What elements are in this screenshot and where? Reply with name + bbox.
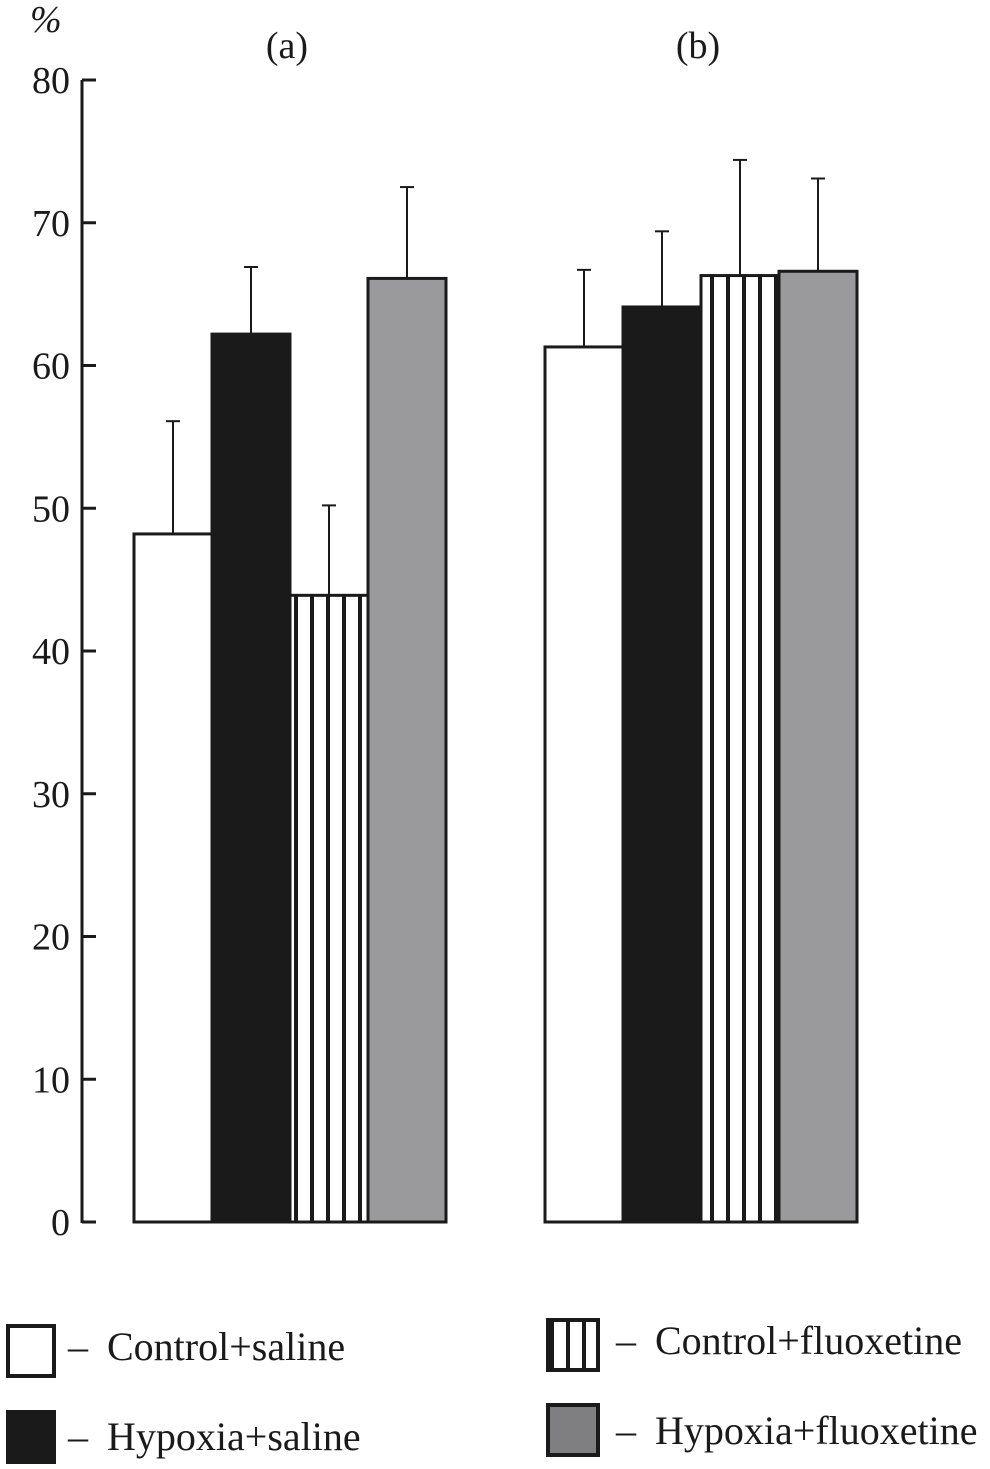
legend-item-control-fluoxetine: – Control+fluoxetine: [546, 1318, 962, 1372]
bar-control-fluoxetine-b: [699, 274, 781, 1224]
y-tick-label: 50: [32, 488, 70, 530]
y-axis-ticks: 0 10 20 30 40 50 60 70 80: [32, 60, 96, 1244]
y-tick-label: 30: [32, 774, 70, 816]
legend-label-hypoxia-saline: Hypoxia+saline: [107, 1414, 361, 1459]
legend-swatch-hypoxia-saline: [6, 1410, 56, 1464]
legend-label-control-saline: Control+saline: [107, 1324, 345, 1369]
y-tick-label: 20: [32, 917, 70, 959]
y-tick-label: 60: [32, 346, 70, 388]
y-tick-label: 10: [32, 1059, 70, 1101]
y-tick-label: 70: [32, 203, 70, 245]
y-tick-label: 80: [32, 60, 70, 102]
legend-prefix: –: [615, 1408, 637, 1453]
bar-hypoxia-saline-a: [210, 332, 292, 1224]
bars-group: [132, 158, 859, 1224]
legend-swatch-control-fluoxetine: [546, 1318, 600, 1372]
legend-item-hypoxia-saline: – Hypoxia+saline: [6, 1410, 361, 1464]
bar-hypoxia-fluoxetine-b: [777, 269, 859, 1224]
y-tick-label: 0: [51, 1202, 70, 1244]
legend-label-hypoxia-fluoxetine: Hypoxia+fluoxetine: [655, 1408, 977, 1453]
legend-swatch-hypoxia-fluoxetine: [546, 1403, 600, 1457]
y-tick-label: 40: [32, 631, 70, 673]
bar-hypoxia-fluoxetine-a: [366, 276, 448, 1224]
y-axis-label: %: [30, 0, 62, 41]
legend-label-control-fluoxetine: Control+fluoxetine: [655, 1318, 962, 1363]
legend-prefix: –: [615, 1318, 637, 1363]
panel-label-b: (b): [676, 25, 720, 67]
bar-hypoxia-saline-b: [621, 305, 703, 1224]
legend-item-hypoxia-fluoxetine: – Hypoxia+fluoxetine: [546, 1403, 977, 1457]
legend-prefix: –: [67, 1414, 89, 1459]
panel-label-a: (a): [266, 25, 308, 67]
legend: – Control+saline – Hypoxia+saline – Cont…: [6, 1318, 977, 1464]
bar-control-saline-a: [132, 532, 214, 1224]
legend-item-control-saline: – Control+saline: [6, 1324, 345, 1378]
legend-swatch-control-saline: [6, 1324, 56, 1378]
bar-control-fluoxetine-a: [288, 593, 370, 1224]
bar-control-saline-b: [543, 345, 625, 1224]
legend-prefix: –: [67, 1324, 89, 1369]
